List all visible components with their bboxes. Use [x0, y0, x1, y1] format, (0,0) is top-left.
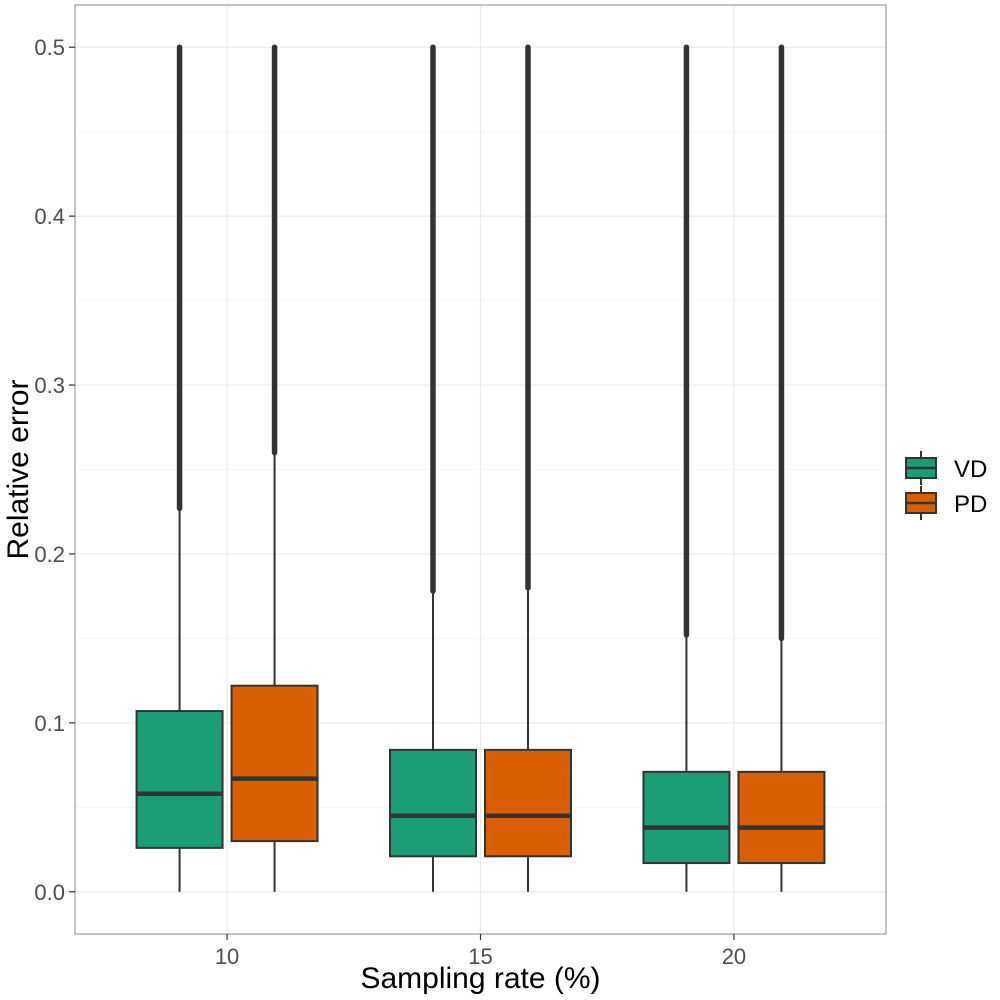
box-groups [135, 44, 826, 892]
box-iqr [135, 710, 224, 849]
x-axis-title: Sampling rate (%) [360, 962, 600, 995]
box-vd-20 [642, 44, 731, 892]
box-iqr [737, 770, 826, 865]
x-tick-label: 10 [215, 944, 239, 969]
x-tick-label: 15 [468, 944, 492, 969]
box-pd-10 [230, 44, 319, 892]
y-tick-label: 0.3 [34, 373, 65, 398]
y-tick-label: 0.1 [34, 711, 65, 736]
box-pd-20 [737, 44, 826, 892]
box-vd-15 [389, 44, 477, 892]
y-axis-title: Relative error [2, 379, 35, 559]
legend-item-pd: PD [905, 486, 987, 520]
x-axis: 10 15 20 [215, 934, 746, 969]
grid [75, 5, 886, 934]
y-tick-label: 0.0 [34, 880, 65, 905]
x-tick-label: 20 [722, 944, 746, 969]
box-iqr [230, 684, 319, 843]
box-vd-10 [135, 44, 224, 892]
y-tick-label: 0.5 [34, 35, 65, 60]
legend-label: VD [954, 456, 987, 483]
legend: VD PD [905, 451, 987, 520]
legend-label: PD [954, 491, 987, 518]
box-iqr [389, 748, 477, 858]
y-tick-label: 0.4 [34, 204, 65, 229]
y-axis: 0.0 0.1 0.2 0.3 0.4 0.5 [34, 35, 75, 905]
legend-item-vd: VD [905, 451, 987, 485]
y-tick-label: 0.2 [34, 542, 65, 567]
box-iqr [484, 748, 572, 858]
box-iqr [642, 770, 731, 865]
box-pd-15 [484, 44, 572, 892]
